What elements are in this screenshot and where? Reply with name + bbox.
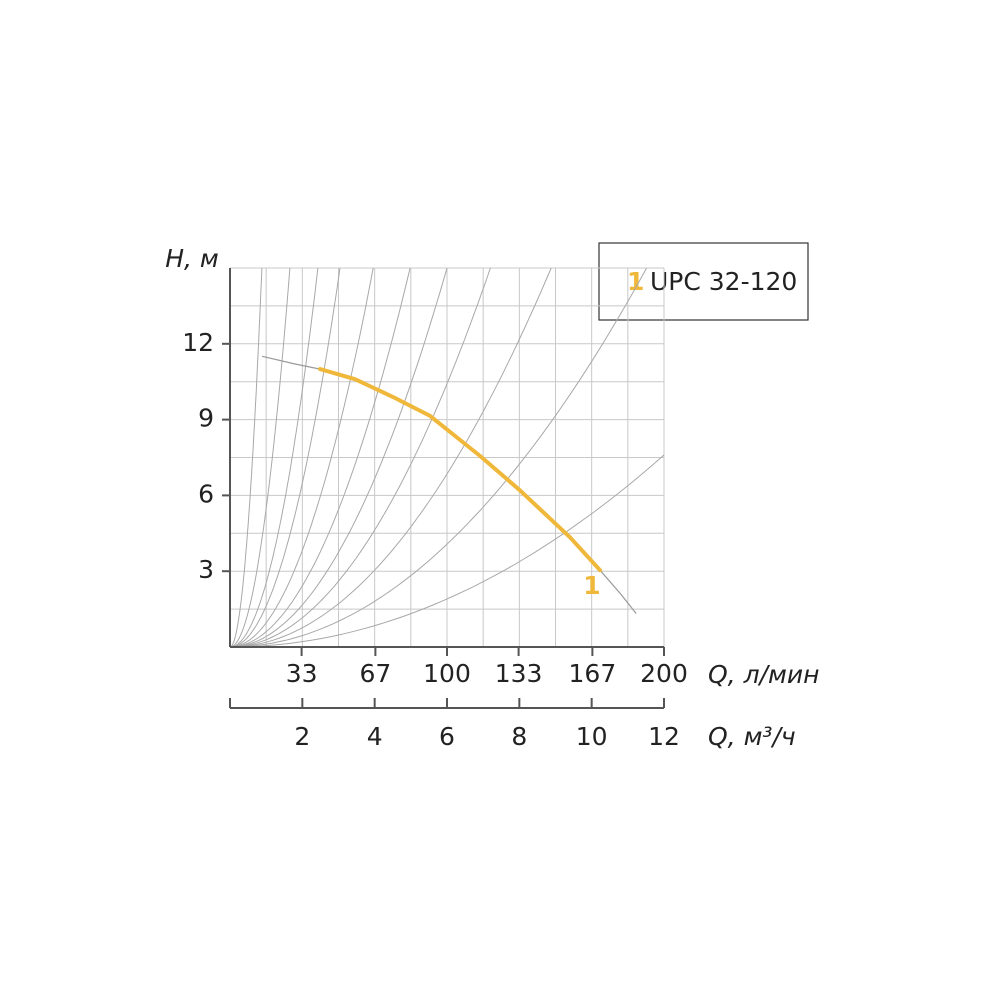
x-tick-label: 33 [286,659,318,688]
x-axis-label: Q, л/мин [708,660,819,689]
system-curve [230,268,341,647]
system-curve [230,268,291,647]
x2-tick-label: 12 [648,722,680,751]
x2-axis-label: Q, м³/ч [708,722,796,751]
system-curve [230,268,374,647]
x-tick-label: 67 [359,659,391,688]
legend-marker: 1 [627,267,644,296]
system-curves [230,268,664,647]
y-tick-label: 12 [182,328,214,357]
system-curve [230,268,552,647]
y-tick-label: 3 [198,555,214,584]
system-curve [230,268,491,647]
x2-tick-label: 8 [511,722,527,751]
y-tick-label: 9 [198,404,214,433]
y-tick-label: 6 [198,479,214,508]
x2-tick-label: 10 [576,722,608,751]
envelope-curve [262,355,637,614]
system-curve [230,454,664,647]
system-curve [230,268,263,647]
x2-tick-label: 4 [367,722,383,751]
system-curve [230,268,411,647]
x-tick-label: 133 [495,659,543,688]
system-curve [230,268,648,647]
system-curve [230,268,319,647]
legend-box [598,242,809,321]
x-tick-label: 167 [569,659,617,688]
x2-tick-label: 6 [439,722,455,751]
y-axis-label: H, м [165,244,219,273]
pump-curve [318,367,602,573]
curve-label: 1 [583,571,600,600]
legend-label: UPC 32-120 [650,267,797,296]
x-tick-label: 200 [640,659,688,688]
system-curve [230,268,448,647]
x-tick-label: 100 [423,659,471,688]
x2-tick-label: 2 [294,722,310,751]
